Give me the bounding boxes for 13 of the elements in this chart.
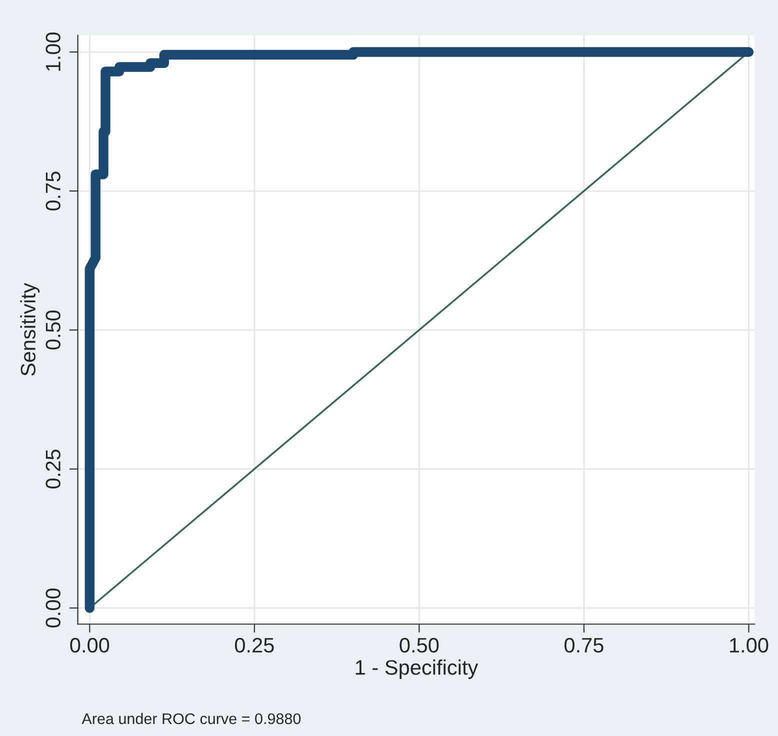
x-tick-label: 0.00 xyxy=(70,638,110,653)
x-tick-label: 0.75 xyxy=(564,638,604,653)
y-tick-label: 1.00 xyxy=(46,32,60,71)
x-tick-label: 0.25 xyxy=(234,638,274,653)
y-tick-label: 0.25 xyxy=(46,450,60,488)
y-tick-label: 0.00 xyxy=(46,588,60,628)
y-tick-label: 0.75 xyxy=(46,172,60,210)
text: Area under ROC curve = 0.9880 xyxy=(82,712,301,724)
y-tick-label: 0.50 xyxy=(46,310,60,350)
x-tick-label: 1.00 xyxy=(730,638,768,653)
x-tick-label: 0.50 xyxy=(400,638,439,653)
y-axis-title: Sensitivity xyxy=(20,282,40,376)
x-axis-title: 1 - Specificity xyxy=(356,660,478,679)
